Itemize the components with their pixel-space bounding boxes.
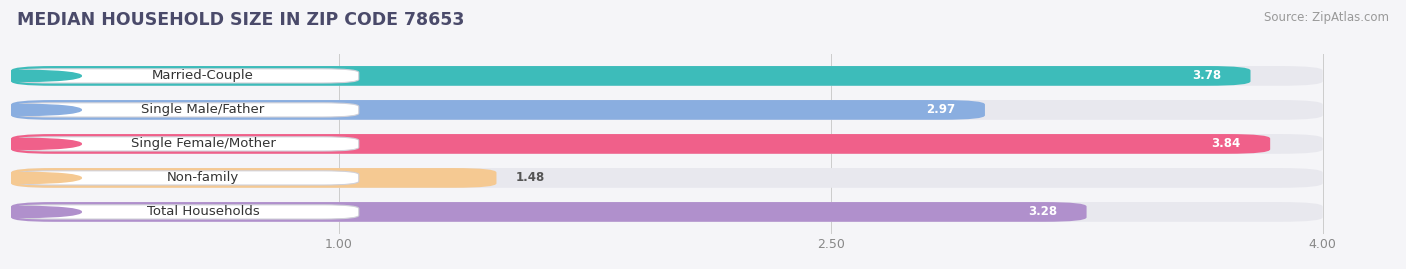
Text: Single Female/Mother: Single Female/Mother bbox=[131, 137, 276, 150]
Circle shape bbox=[0, 70, 82, 81]
Text: 3.78: 3.78 bbox=[1192, 69, 1220, 82]
FancyBboxPatch shape bbox=[14, 69, 359, 83]
Circle shape bbox=[0, 207, 82, 217]
FancyBboxPatch shape bbox=[11, 66, 1323, 86]
FancyBboxPatch shape bbox=[11, 134, 1270, 154]
Circle shape bbox=[0, 139, 82, 149]
Text: 3.84: 3.84 bbox=[1212, 137, 1240, 150]
FancyBboxPatch shape bbox=[14, 103, 359, 117]
FancyBboxPatch shape bbox=[14, 205, 359, 219]
Text: Non-family: Non-family bbox=[167, 171, 239, 185]
Text: Source: ZipAtlas.com: Source: ZipAtlas.com bbox=[1264, 11, 1389, 24]
FancyBboxPatch shape bbox=[11, 202, 1087, 222]
Text: MEDIAN HOUSEHOLD SIZE IN ZIP CODE 78653: MEDIAN HOUSEHOLD SIZE IN ZIP CODE 78653 bbox=[17, 11, 464, 29]
FancyBboxPatch shape bbox=[11, 168, 1323, 188]
Text: Single Male/Father: Single Male/Father bbox=[142, 103, 264, 116]
FancyBboxPatch shape bbox=[14, 137, 359, 151]
FancyBboxPatch shape bbox=[11, 66, 1250, 86]
Text: Total Households: Total Households bbox=[146, 206, 260, 218]
FancyBboxPatch shape bbox=[11, 202, 1323, 222]
Text: 2.97: 2.97 bbox=[927, 103, 956, 116]
FancyBboxPatch shape bbox=[11, 100, 1323, 120]
Text: Married-Couple: Married-Couple bbox=[152, 69, 254, 82]
Text: 3.28: 3.28 bbox=[1028, 206, 1057, 218]
Text: 1.48: 1.48 bbox=[516, 171, 546, 185]
FancyBboxPatch shape bbox=[14, 171, 359, 185]
FancyBboxPatch shape bbox=[11, 134, 1323, 154]
Circle shape bbox=[0, 105, 82, 115]
FancyBboxPatch shape bbox=[11, 100, 986, 120]
FancyBboxPatch shape bbox=[11, 168, 496, 188]
Circle shape bbox=[0, 172, 82, 183]
